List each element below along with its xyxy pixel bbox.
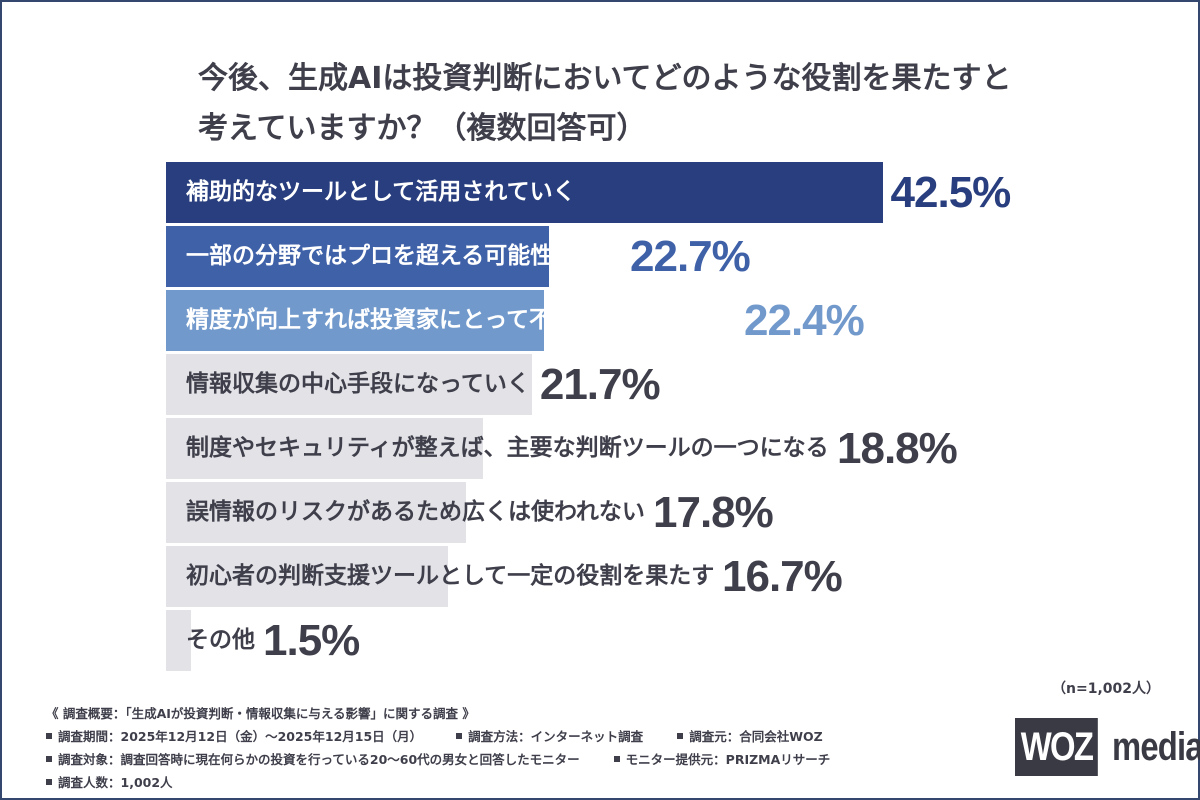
survey-overview-item: モニター提供元：PRIZMAリサーチ (613, 748, 831, 771)
bullet-square-icon (46, 755, 52, 762)
survey-target-text: 調査対象：調査回答時に現在何らかの投資を行っている20～60代の男女と回答したモ… (58, 752, 580, 767)
bullet-square-icon (46, 732, 52, 739)
bar-category-label: 制度やセキュリティが整えば、主要な判断ツールの一つになる (186, 435, 829, 461)
bar-value-label: 22.4% (744, 296, 865, 345)
bar (166, 546, 448, 607)
bar-chart: 補助的なツールとして活用されていく 42.5% 一部の分野ではプロを超える可能性があ… (2, 2, 1198, 702)
bar-category-label: 一部の分野ではプロを超える可能性がある (186, 243, 623, 269)
bar (166, 354, 532, 415)
bar (166, 418, 483, 479)
survey-overview-row: 調査人数：1,002人 (46, 771, 1006, 794)
survey-overview-row: 調査対象：調査回答時に現在何らかの投資を行っている20～60代の男女と回答したモ… (46, 748, 1006, 771)
bar-value-label: 21.7% (539, 360, 661, 409)
survey-method-text: 調査方法：インターネット調査 (468, 729, 644, 744)
bullet-square-icon (456, 732, 463, 739)
survey-overview-item: 調査元：合同会社WOZ (677, 725, 823, 748)
logo-text: media (1112, 724, 1200, 769)
bar-value-label: 22.7% (630, 232, 751, 281)
survey-overview-heading: 《 調査概要：「生成AIが投資判断・情報収集に与える影響」に関する調査 》 (46, 706, 475, 721)
bar-category-label: 初心者の判断支援ツールとして一定の役割を果たす (186, 563, 715, 589)
bullet-square-icon (613, 755, 620, 762)
bar-value-label: 42.5% (890, 168, 1012, 217)
bar (166, 290, 544, 351)
survey-overview-item: 調査方法：インターネット調査 (456, 725, 643, 748)
bar-category-label: 情報収集の中心手段になっていく (186, 371, 530, 397)
bar-category-label: 誤情報のリスクがあるため広くは使われない (186, 499, 645, 525)
survey-overview-row: 調査期間：2025年12月12日（金）～2025年12月15日（月） 調査方法：イ… (46, 725, 1006, 748)
bar-value-label: 17.8% (653, 488, 774, 537)
bullet-square-icon (677, 732, 684, 739)
survey-overview-item: 調査対象：調査回答時に現在何らかの投資を行っている20～60代の男女と回答したモ… (46, 748, 580, 771)
survey-overview: 《 調査概要：「生成AIが投資判断・情報収集に与える影響」に関する調査 》 調査… (46, 702, 1006, 794)
bullet-square-icon (46, 778, 52, 785)
bar-value-label: 18.8% (837, 424, 958, 473)
monitor-provider-text: モニター提供元：PRIZMAリサーチ (625, 752, 831, 767)
chart-title: 今後、生成AIは投資判断においてどのような役割を果たすと 考えていますか？（複数… (198, 54, 1048, 154)
bar-value-label: 1.5% (263, 616, 360, 665)
bar-category-label: その他 (186, 627, 255, 653)
bar-category-label: 精度が向上すれば投資家にとって不可欠な存在になる (186, 307, 737, 333)
bar (166, 610, 192, 671)
woz-media-logo: WOZ media (1015, 718, 1200, 776)
bar-category-label: 補助的なツールとして活用されていく (186, 179, 576, 205)
bar-value-label: 16.7% (722, 552, 843, 601)
chart-title-line-2: 考えていますか？（複数回答可） (198, 111, 647, 146)
survey-source-text: 調査元：合同会社WOZ (689, 729, 823, 744)
logo-box-text: WOZ (1015, 718, 1099, 776)
survey-overview-item: 調査人数：1,002人 (46, 771, 173, 794)
sample-size-note: （n=1,002人） (1052, 681, 1160, 697)
survey-count-text: 調査人数：1,002人 (58, 775, 173, 790)
bar (166, 226, 549, 287)
survey-period-text: 調査期間：2025年12月12日（金）～2025年12月15日（月） (58, 729, 423, 744)
bar (166, 162, 883, 223)
chart-title-line-1: 今後、生成AIは投資判断においてどのような役割を果たすと (198, 61, 1012, 96)
bar (166, 482, 467, 543)
survey-overview-item: 調査期間：2025年12月12日（金）～2025年12月15日（月） (46, 725, 422, 748)
